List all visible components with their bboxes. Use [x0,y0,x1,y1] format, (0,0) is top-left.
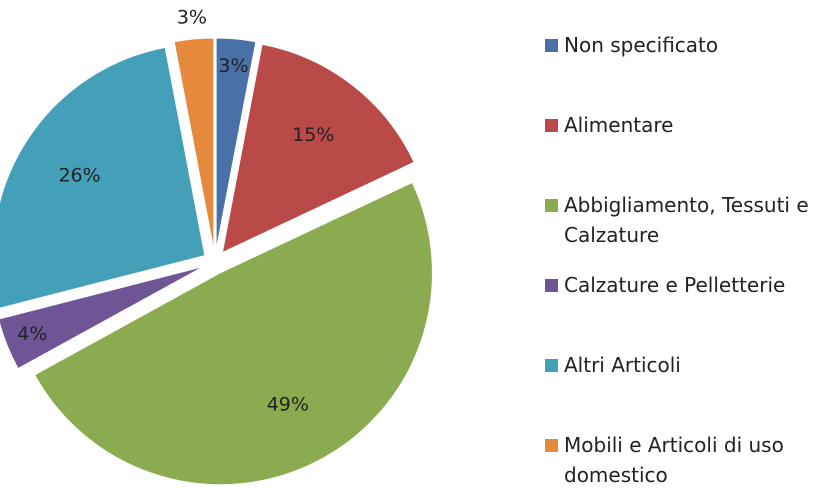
legend-item: Abbigliamento, Tessuti e Calzature [545,190,830,250]
data-label: 49% [267,393,309,415]
data-label: 3% [177,6,207,28]
legend-label: Alimentare [564,113,674,137]
legend-item: Non specificato [545,30,830,60]
legend-label: Non specificato [564,33,719,57]
legend-swatch [545,119,558,132]
legend-swatch [545,359,558,372]
legend-item: Alimentare [545,110,830,140]
legend-item: Altri Articoli [545,350,830,380]
pie-area: 3% 15% 49% 4% 26% 3% [0,6,433,486]
legend-swatch [545,199,558,212]
legend-label: Mobili e Articoli di uso domestico [564,433,784,487]
pie-slice [0,46,206,309]
pie-slice [33,181,433,486]
data-label: 3% [218,55,248,77]
pie-slice [215,37,257,251]
legend-label: Calzature e Pelletterie [564,273,786,297]
data-label: 15% [292,124,334,146]
data-label: 26% [58,165,100,187]
legend-label: Abbigliamento, Tessuti e Calzature [564,193,809,247]
pie-slice [173,37,215,251]
pie-slice [221,43,415,254]
legend-item: Mobili e Articoli di uso domestico [545,430,830,488]
legend-item: Calzature e Pelletterie [545,270,830,300]
legend-swatch [545,279,558,292]
pie-slice [0,265,205,370]
legend-swatch [545,39,558,52]
legend-label: Altri Articoli [564,353,681,377]
legend-swatch [545,439,558,452]
data-label: 4% [17,323,47,345]
